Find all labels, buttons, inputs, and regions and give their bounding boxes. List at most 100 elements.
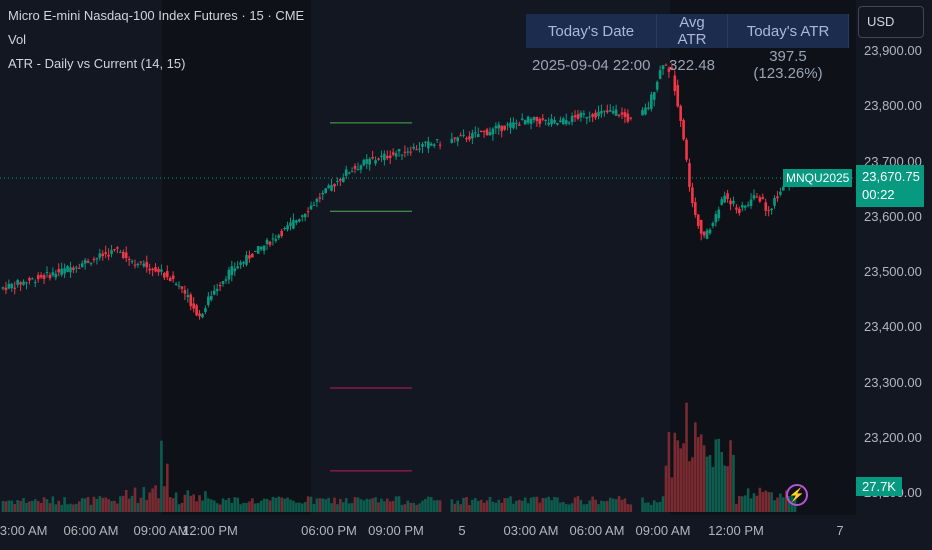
volume-bar xyxy=(239,504,242,512)
candle xyxy=(476,127,480,138)
volume-bar xyxy=(784,490,788,512)
volume-bar xyxy=(292,500,295,512)
candle xyxy=(497,121,501,135)
candle xyxy=(110,244,113,258)
volume-bar xyxy=(685,402,688,512)
volume-bar xyxy=(556,497,559,512)
volume-bar xyxy=(333,497,336,512)
volume-bar xyxy=(773,500,776,512)
candle xyxy=(406,147,410,156)
candle xyxy=(743,204,747,211)
candle xyxy=(723,191,726,203)
candle xyxy=(251,253,254,258)
candle xyxy=(86,258,90,264)
candle xyxy=(380,150,383,162)
volume-bar xyxy=(776,497,779,512)
x-tick-label: 7 xyxy=(836,523,844,538)
volume-bar xyxy=(157,498,160,512)
candle xyxy=(453,137,457,143)
candle xyxy=(124,246,128,263)
volume-bar xyxy=(295,502,298,512)
legend-vol[interactable]: Vol xyxy=(8,32,27,47)
volume-bar xyxy=(133,487,137,512)
volume-bar xyxy=(532,496,536,512)
candle xyxy=(142,260,146,268)
volume-bars xyxy=(1,402,797,512)
volume-bar xyxy=(359,499,363,512)
volume-bar xyxy=(617,496,621,512)
legend-indicator[interactable]: ATR - Daily vs Current (14, 15) xyxy=(8,56,186,71)
candle xyxy=(218,281,222,292)
volume-bar xyxy=(139,497,143,512)
volume-bar xyxy=(204,491,207,512)
volume-bar xyxy=(303,502,307,512)
volume-bar xyxy=(69,503,72,512)
candle xyxy=(779,187,782,197)
candle xyxy=(107,248,110,261)
candle xyxy=(699,219,703,241)
candle xyxy=(623,108,627,124)
y-tick-label: 23,300.00 xyxy=(864,374,922,390)
candle xyxy=(732,196,735,207)
volume-bar xyxy=(749,498,753,512)
volume-bar xyxy=(512,503,515,512)
candle xyxy=(397,148,401,157)
candle xyxy=(588,111,592,122)
candle xyxy=(629,116,633,121)
volume-bar xyxy=(435,500,439,512)
candle xyxy=(89,261,93,267)
candle xyxy=(515,119,518,130)
candle xyxy=(66,265,69,273)
lightning-bolt-icon[interactable]: ⚡ xyxy=(786,484,808,506)
candle xyxy=(157,266,160,276)
candle xyxy=(547,117,550,127)
candle xyxy=(204,305,207,315)
volume-bar xyxy=(740,496,744,512)
candle xyxy=(409,146,413,156)
candle xyxy=(271,233,275,246)
atr-table: Today's Date Avg ATR Today's ATR 2025-09… xyxy=(526,14,849,82)
volume-bar xyxy=(582,504,586,512)
volume-bar xyxy=(770,492,773,512)
volume-bar xyxy=(306,496,310,512)
candle xyxy=(227,266,231,285)
volume-bar xyxy=(174,492,178,512)
candle xyxy=(259,246,263,252)
candle xyxy=(28,276,31,285)
volume-bar xyxy=(221,498,225,512)
value-todays-atr: 397.5 (123.26%) xyxy=(753,48,823,82)
candle xyxy=(57,263,61,277)
candle xyxy=(714,210,718,227)
candle xyxy=(567,121,571,126)
x-tick-label: 03:00 AM xyxy=(503,523,559,538)
volume-bar xyxy=(151,488,154,512)
volume-bar xyxy=(468,504,471,512)
volume-bar xyxy=(113,500,116,512)
candle xyxy=(256,245,260,254)
volume-bar xyxy=(45,499,49,512)
legend-title[interactable]: Micro E-mini Nasdaq-100 Index Futures · … xyxy=(8,8,305,23)
candle xyxy=(412,143,416,151)
candle xyxy=(148,263,151,275)
candle xyxy=(36,272,40,283)
volume-bar xyxy=(729,440,732,512)
volume-bar xyxy=(189,495,193,512)
candle xyxy=(4,281,8,295)
volume-bar xyxy=(494,502,498,512)
value-todays-date: 2025-09-04 22:00 xyxy=(532,56,651,74)
candle xyxy=(503,125,506,131)
candle xyxy=(482,129,486,138)
volume-bar xyxy=(732,454,735,512)
currency-button[interactable]: USD xyxy=(858,6,924,38)
volume-bar xyxy=(720,451,724,512)
candle xyxy=(154,263,157,273)
candle xyxy=(664,63,668,66)
volume-bar xyxy=(77,501,81,512)
volume-bar xyxy=(19,501,22,512)
candle xyxy=(330,179,333,192)
volume-bar xyxy=(500,502,504,512)
candle xyxy=(80,260,84,268)
volume-bar xyxy=(31,500,34,512)
volume-bar xyxy=(418,503,421,512)
